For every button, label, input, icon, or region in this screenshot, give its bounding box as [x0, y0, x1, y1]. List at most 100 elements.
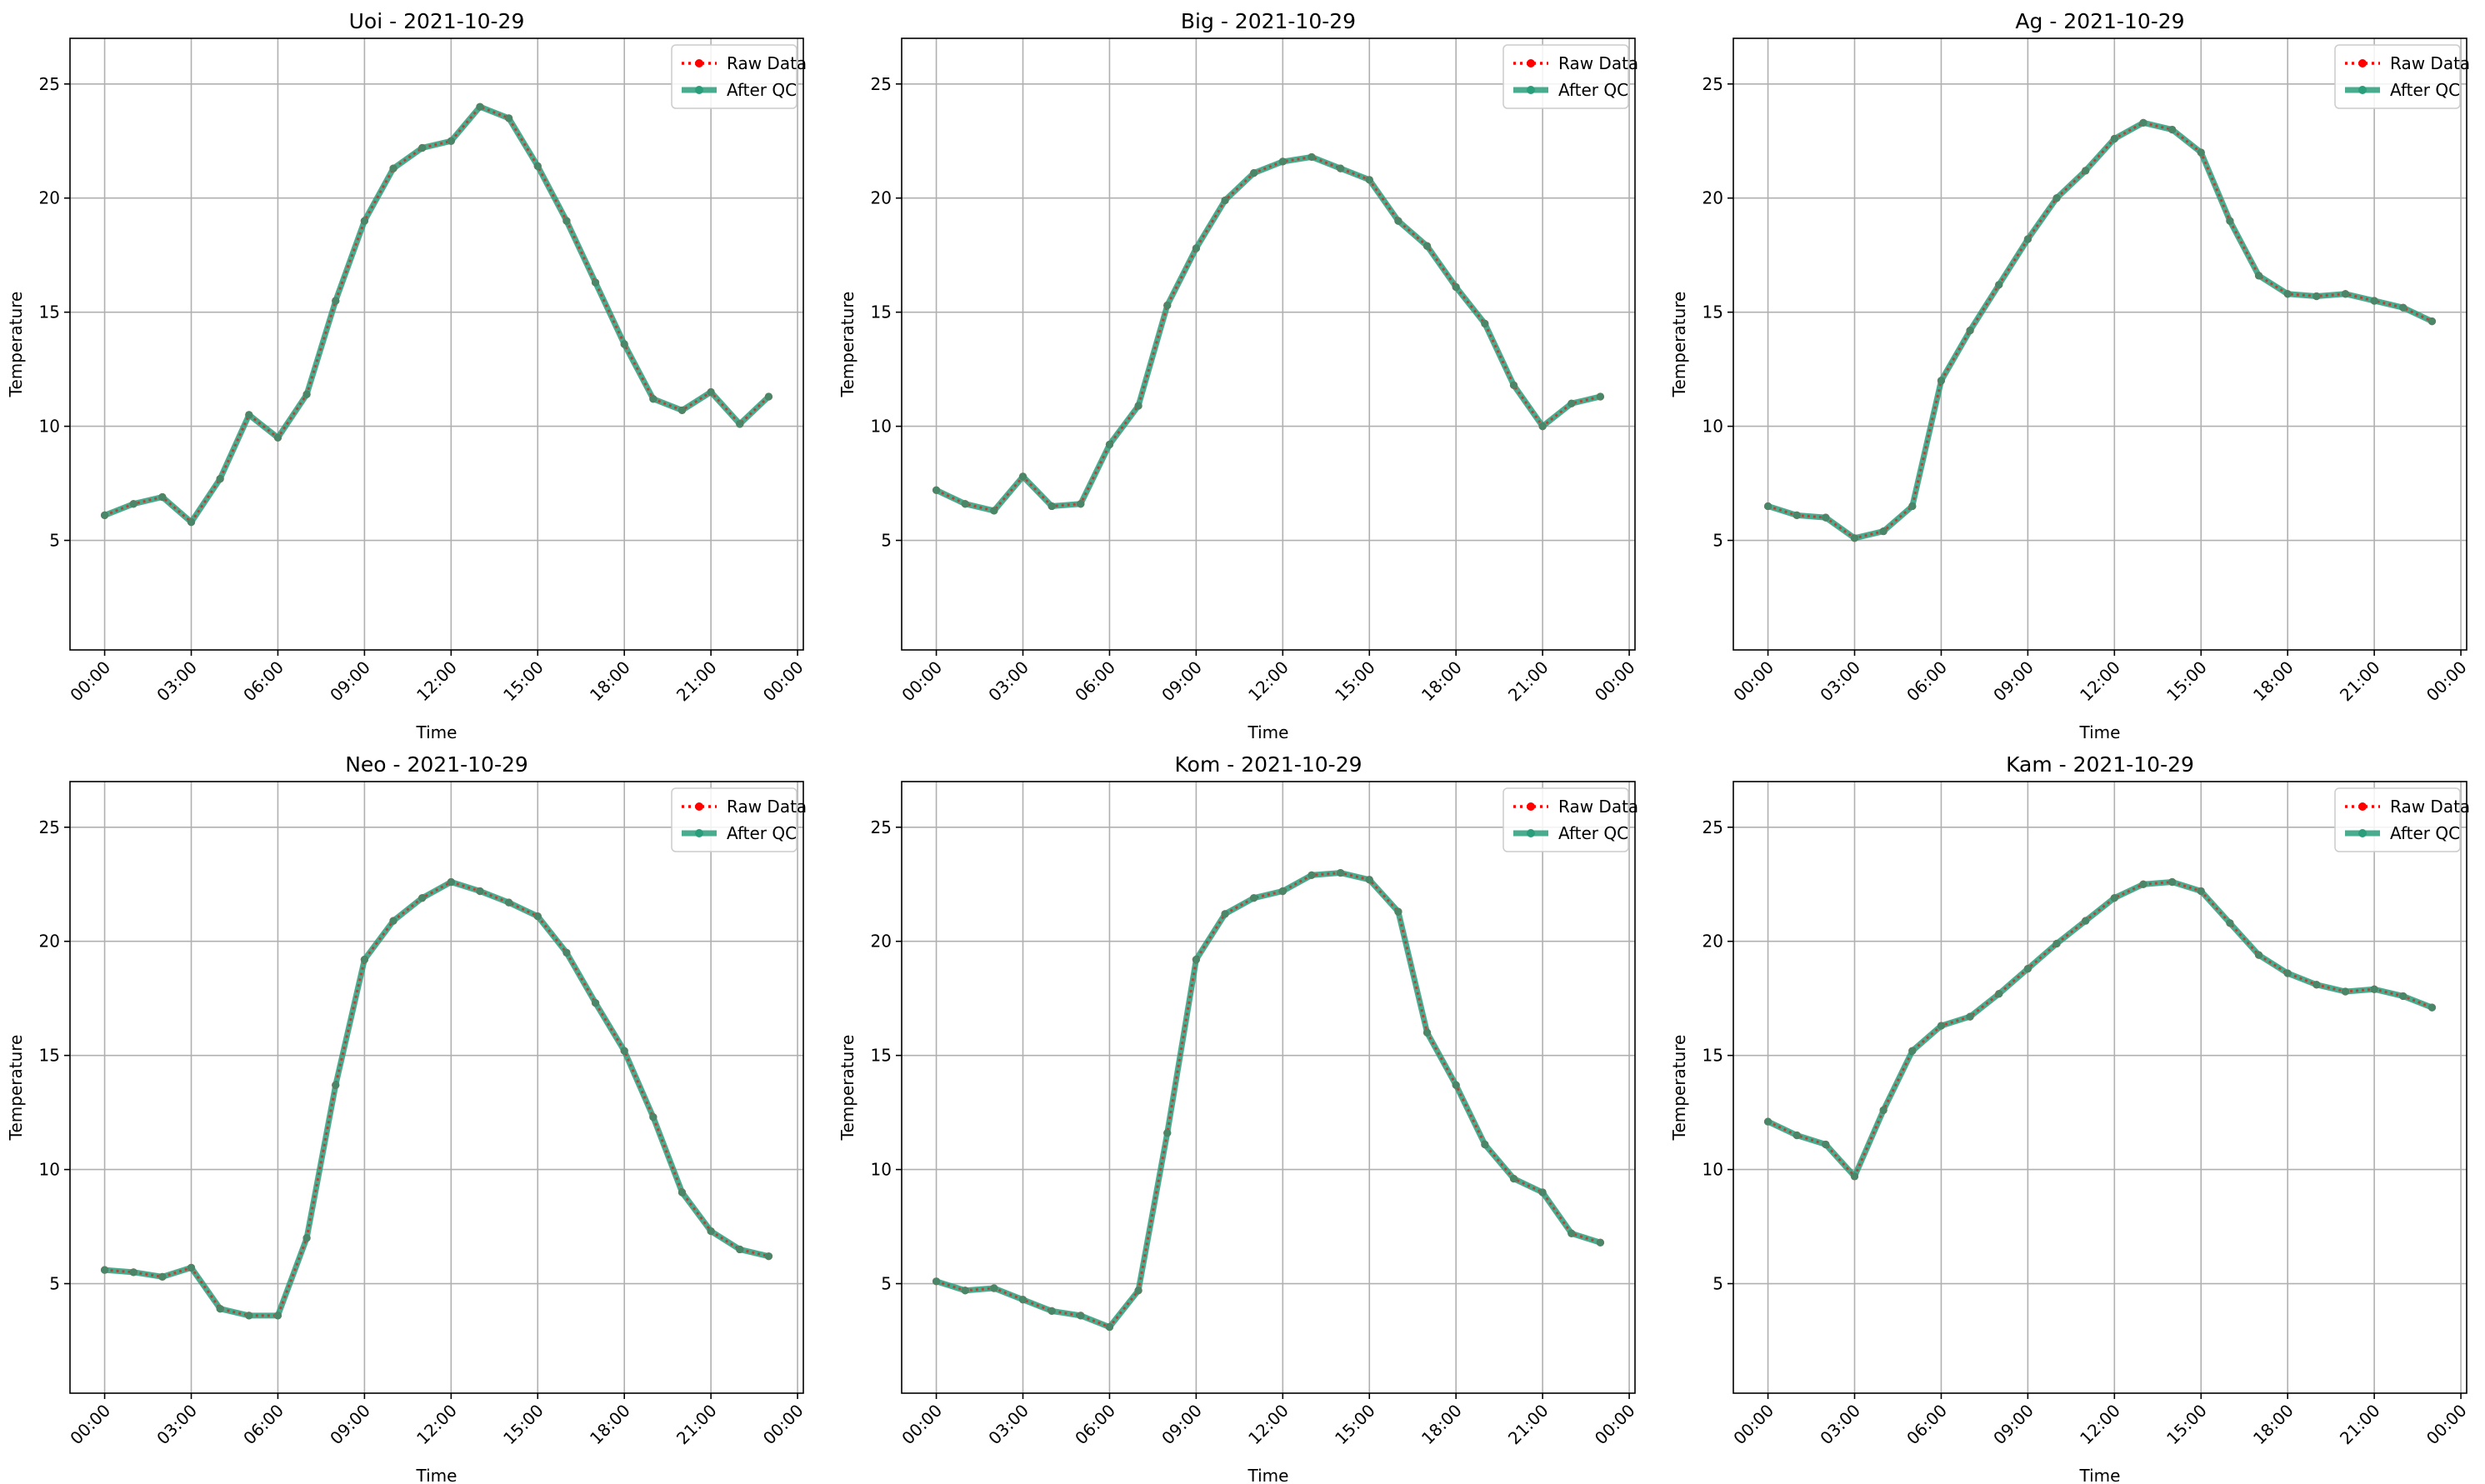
subplot-title: Neo - 2021-10-29 — [345, 752, 528, 777]
after-qc-point — [1538, 422, 1547, 431]
y-tick-label: 25 — [871, 817, 892, 837]
series-line-after-qc — [104, 879, 770, 1319]
x-tick-label: 12:00 — [412, 1401, 461, 1449]
after-qc-point — [447, 877, 455, 887]
series-line-raw-data — [935, 155, 1601, 512]
after-qc-point — [707, 1227, 715, 1236]
after-qc-point — [2110, 134, 2118, 143]
after-qc-point — [620, 1047, 628, 1055]
after-qc-point — [591, 999, 600, 1007]
y-tick-label: 10 — [39, 417, 60, 437]
after-qc-point — [961, 1287, 969, 1295]
x-tick-label: 15:00 — [2162, 1401, 2211, 1449]
after-qc-point — [2168, 877, 2177, 887]
y-tick-label: 15 — [871, 302, 892, 322]
x-axis-label: Time — [1248, 722, 1289, 742]
y-tick-label: 5 — [881, 531, 892, 551]
y-tick-label: 10 — [871, 417, 892, 437]
y-tick-label: 25 — [1702, 74, 1723, 94]
after-qc-point — [620, 340, 628, 348]
plot-frame — [901, 781, 1636, 1394]
after-qc-point — [1018, 1296, 1028, 1304]
x-tick-label: 21:00 — [2336, 1401, 2384, 1449]
x-tick-label: 03:00 — [984, 1401, 1032, 1449]
subplot-3: 00:00 03:00 06:00 09:00 12:00 15:00 18:00 21:00… — [1669, 9, 2471, 742]
after-qc-point — [678, 1188, 687, 1197]
x-tick-label: 12:00 — [1244, 1401, 1292, 1449]
x-tick-label: 00:00 — [898, 657, 946, 706]
legend-marker-raw-data — [695, 802, 703, 811]
series-line-raw-data — [104, 105, 770, 524]
after-qc-point — [1365, 176, 1373, 184]
x-tick-label: 00:00 — [66, 1401, 114, 1449]
subplot-1: 00:00 03:00 06:00 09:00 12:00 15:00 18:00 21:00… — [6, 9, 808, 742]
x-tick-label: 15:00 — [1331, 657, 1379, 706]
y-tick-label: 10 — [1702, 1160, 1723, 1180]
after-qc-point — [158, 1272, 167, 1281]
x-tick-label: 18:00 — [2249, 657, 2298, 706]
x-axis-label: Time — [2079, 722, 2121, 742]
after-qc-point — [187, 518, 196, 527]
after-qc-point — [2168, 125, 2177, 134]
after-qc-point — [2428, 1003, 2437, 1012]
legend-label-raw-data: Raw Data — [2390, 53, 2470, 73]
x-tick-label: 18:00 — [1418, 657, 1466, 706]
after-qc-point — [418, 894, 427, 902]
x-tick-label: 09:00 — [1158, 657, 1206, 706]
after-qc-point — [1134, 402, 1142, 410]
x-tick-label: 09:00 — [1989, 657, 2038, 706]
x-axis-label: Time — [2079, 1466, 2121, 1484]
after-qc-point — [360, 956, 368, 964]
after-qc-point — [2139, 118, 2148, 127]
legend-label-after-qc: After QC — [2390, 80, 2460, 100]
y-tick-label: 15 — [1702, 302, 1723, 322]
y-tick-label: 15 — [39, 1046, 60, 1066]
y-tick-label: 25 — [39, 817, 60, 837]
after-qc-point — [1995, 281, 2003, 289]
series-line-raw-data — [104, 880, 769, 1317]
after-qc-point — [1278, 157, 1287, 166]
x-tick-label: 00:00 — [2422, 1401, 2471, 1449]
after-qc-point — [1163, 1129, 1172, 1137]
x-tick-label: 03:00 — [152, 1401, 201, 1449]
legend: Raw Data After QC — [671, 44, 807, 109]
after-qc-point — [302, 390, 311, 398]
legend: Raw Data After QC — [2334, 787, 2470, 852]
x-tick-label: 06:00 — [1071, 1401, 1119, 1449]
legend-label-after-qc: After QC — [1558, 80, 1628, 100]
after-qc-point — [1308, 152, 1316, 162]
after-qc-point — [707, 387, 715, 397]
after-qc-point — [764, 392, 773, 401]
after-qc-point — [302, 1234, 311, 1242]
after-qc-point — [1568, 1229, 1576, 1237]
x-tick-label: 15:00 — [2162, 657, 2211, 706]
after-qc-point — [764, 1252, 773, 1261]
plot-frame — [69, 37, 804, 651]
x-tick-label: 00:00 — [1591, 1401, 1639, 1449]
subplot-title: Big - 2021-10-29 — [1181, 9, 1356, 33]
after-qc-point — [158, 492, 167, 502]
after-qc-point — [332, 297, 340, 305]
after-qc-point — [736, 420, 744, 428]
subplot-title: Ag - 2021-10-29 — [2015, 9, 2184, 33]
x-tick-label: 21:00 — [672, 657, 721, 706]
x-tick-label: 06:00 — [239, 657, 288, 706]
after-qc-point — [2197, 887, 2205, 896]
after-qc-point — [1908, 502, 1917, 511]
y-tick-label: 5 — [49, 1274, 60, 1294]
y-tick-label: 25 — [39, 74, 60, 94]
y-axis-label: Temperature — [838, 292, 858, 398]
after-qc-point — [2283, 969, 2292, 977]
x-tick-label: 06:00 — [1071, 657, 1119, 706]
y-tick-label: 15 — [39, 302, 60, 322]
after-qc-point — [1879, 527, 1888, 536]
after-qc-point — [1822, 1140, 1830, 1149]
y-tick-label: 10 — [1702, 417, 1723, 437]
after-qc-point — [2082, 917, 2090, 925]
after-qc-point — [1481, 319, 1489, 327]
x-tick-label: 00:00 — [759, 1401, 808, 1449]
after-qc-point — [360, 217, 368, 225]
after-qc-point — [389, 917, 398, 925]
x-tick-label: 09:00 — [326, 657, 374, 706]
